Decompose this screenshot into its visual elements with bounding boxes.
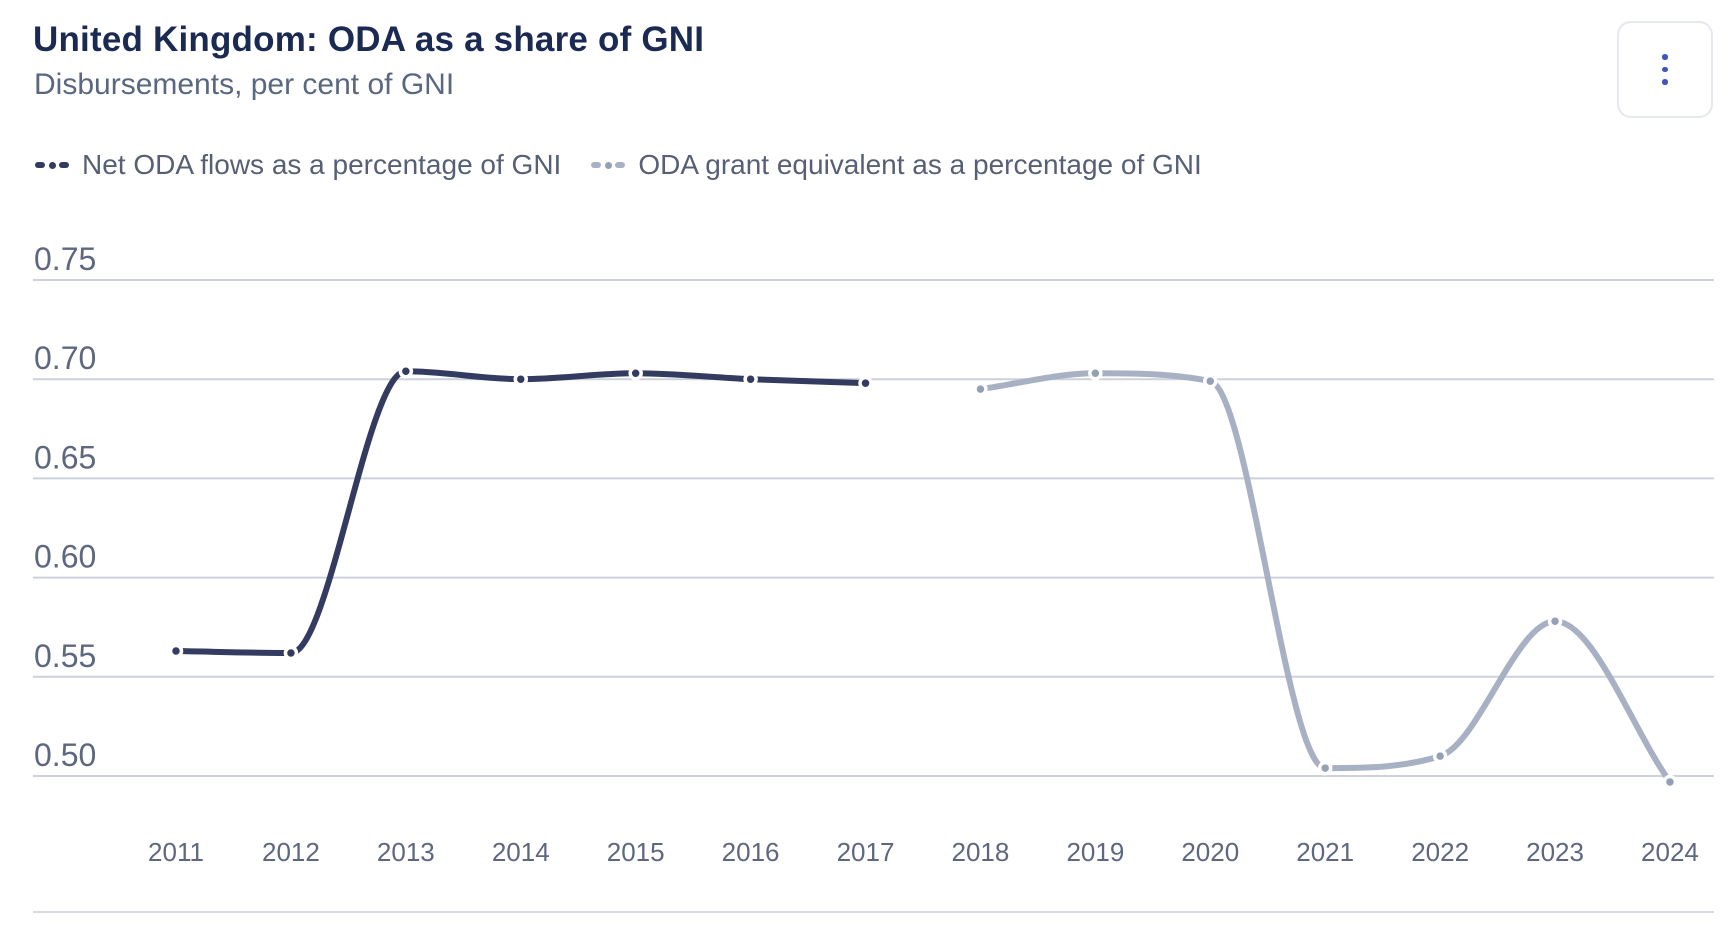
x-tick-label-2013: 2013 <box>377 837 435 867</box>
data-point-2016[interactable] <box>743 371 758 387</box>
x-tick-label-2017: 2017 <box>837 837 895 867</box>
y-tick-label-0.50: 0.50 <box>34 737 96 773</box>
kebab-dot <box>1662 79 1668 85</box>
data-point-2019[interactable] <box>1088 365 1103 381</box>
x-tick-label-2020: 2020 <box>1181 837 1239 867</box>
line-marker-icon <box>35 161 69 169</box>
data-point-2024[interactable] <box>1662 774 1678 790</box>
data-point-2014[interactable] <box>513 371 529 387</box>
legend-label: ODA grant equivalent as a percentage of … <box>638 149 1202 180</box>
legend-item-net-oda[interactable]: Net ODA flows as a percentage of GNI <box>35 149 561 181</box>
x-tick-label-2011: 2011 <box>148 837 204 867</box>
data-point-2013[interactable] <box>398 364 414 379</box>
chart-subtitle: Disbursements, per cent of GNI <box>34 68 455 101</box>
legend-item-grant-equivalent[interactable]: ODA grant equivalent as a percentage of … <box>591 149 1202 181</box>
x-tick-label-2024: 2024 <box>1641 837 1699 867</box>
y-tick-label-0.60: 0.60 <box>34 539 96 575</box>
y-tick-label-0.55: 0.55 <box>34 638 96 674</box>
y-tick-label-0.75: 0.75 <box>34 241 96 277</box>
x-tick-label-2022: 2022 <box>1411 837 1469 867</box>
legend: Net ODA flows as a percentage of GNI ODA… <box>35 148 1202 182</box>
line-marker-icon <box>591 161 626 169</box>
x-tick-label-2016: 2016 <box>722 837 780 867</box>
x-tick-label-2015: 2015 <box>607 837 665 867</box>
data-point-2022[interactable] <box>1432 748 1448 764</box>
kebab-vertical-icon <box>1662 54 1668 85</box>
data-point-2020[interactable] <box>1203 373 1218 389</box>
data-point-2015[interactable] <box>628 365 643 381</box>
series-line-0 <box>173 368 869 656</box>
x-tick-label-2018: 2018 <box>952 837 1010 867</box>
data-point-2017[interactable] <box>858 375 873 391</box>
x-tick-label-2014: 2014 <box>492 837 550 867</box>
x-tick-label-2012: 2012 <box>262 837 320 867</box>
kebab-dot <box>1662 54 1668 60</box>
y-tick-label-0.70: 0.70 <box>34 340 96 376</box>
x-tick-label-2019: 2019 <box>1066 837 1124 867</box>
data-point-2018[interactable] <box>973 381 988 397</box>
bottom-divider <box>33 911 1714 913</box>
more-options-button[interactable] <box>1617 21 1713 118</box>
data-point-2023[interactable] <box>1547 613 1563 629</box>
legend-label: Net ODA flows as a percentage of GNI <box>82 149 562 180</box>
chart-title: United Kingdom: ODA as a share of GNI <box>33 20 705 59</box>
kebab-dot <box>1662 66 1668 73</box>
data-point-2021[interactable] <box>1317 760 1333 776</box>
x-tick-label-2021: 2021 <box>1296 837 1354 867</box>
data-point-2011[interactable] <box>168 643 184 659</box>
y-tick-label-0.65: 0.65 <box>34 439 96 475</box>
x-tick-label-2023: 2023 <box>1526 837 1584 867</box>
data-point-2012[interactable] <box>283 645 299 661</box>
